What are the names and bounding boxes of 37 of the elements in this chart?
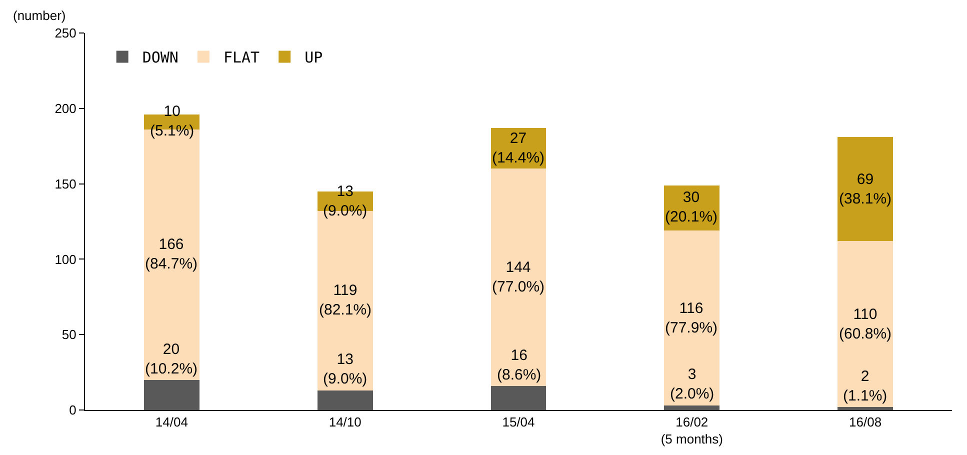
bar [144,380,200,410]
y-tick-label: 250 [54,26,76,41]
y-tick-label: 100 [54,252,76,267]
bar [838,241,894,407]
data-label: 110 (60.8%) [839,306,892,342]
data-label: 27 (14.4%) [492,130,545,166]
bar [664,230,720,406]
y-tick-label: 50 [62,327,76,342]
x-tick-label: 15/04 [502,414,535,430]
bar [317,390,373,410]
legend-label: UP [304,48,323,67]
data-label: 20 (10.2%) [145,341,198,378]
y-tick-label: 0 [69,402,76,418]
bar [838,137,894,242]
data-label: 16 (8.6%) [497,347,542,384]
data-label: 13 (9.0%) [323,351,368,388]
x-tick-label: 14/10 [328,414,362,430]
x-tick-label: 16/08 [849,414,882,430]
data-label: 3 (2.0%) [670,366,714,402]
legend-label: FLAT [223,48,260,67]
data-label: 166 (84.7%) [145,236,198,272]
data-label: 2 (1.1%) [843,368,888,404]
y-axis-title: (number) [13,8,66,23]
data-label: 144 (77.0%) [492,259,545,296]
y-tick-label: 200 [54,100,76,116]
data-label: 116 (77.9%) [665,300,718,336]
bar [490,386,546,410]
bar [664,405,720,410]
bar [490,168,546,386]
data-label: 69 (38.1%) [839,171,892,208]
bar [838,406,894,410]
y-tick-label: 150 [54,176,76,192]
data-label: 119 (82.1%) [319,282,372,318]
x-tick-label: 14/04 [155,414,188,430]
x-tick-label: 16/02 (5 months) [660,414,723,446]
legend-label: DOWN [142,48,178,67]
data-label: 30 (20.1%) [665,189,718,226]
